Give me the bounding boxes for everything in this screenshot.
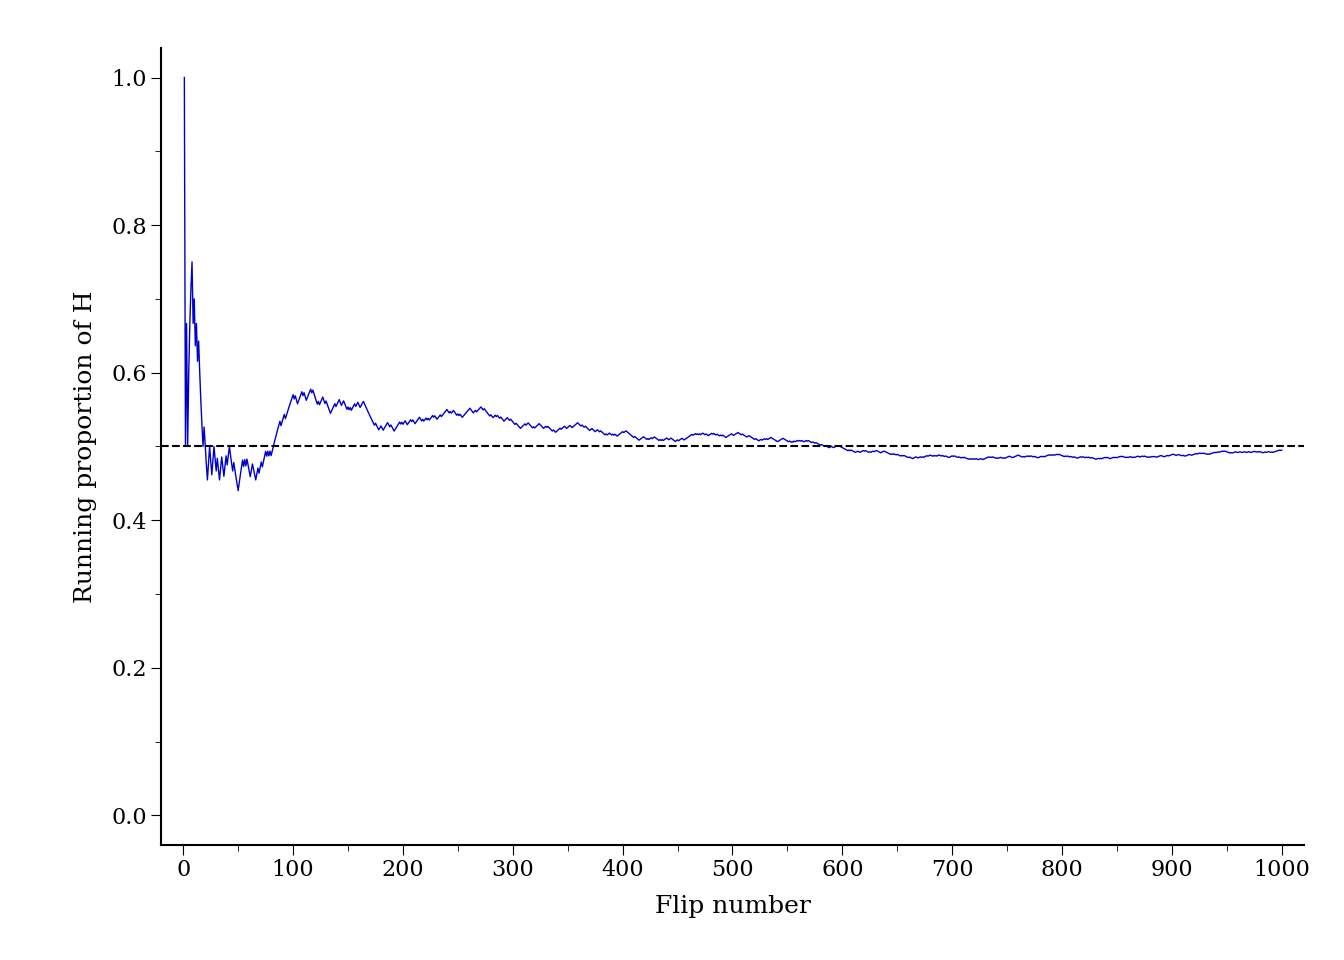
X-axis label: Flip number: Flip number — [655, 896, 810, 919]
Y-axis label: Running proportion of H: Running proportion of H — [74, 290, 97, 603]
